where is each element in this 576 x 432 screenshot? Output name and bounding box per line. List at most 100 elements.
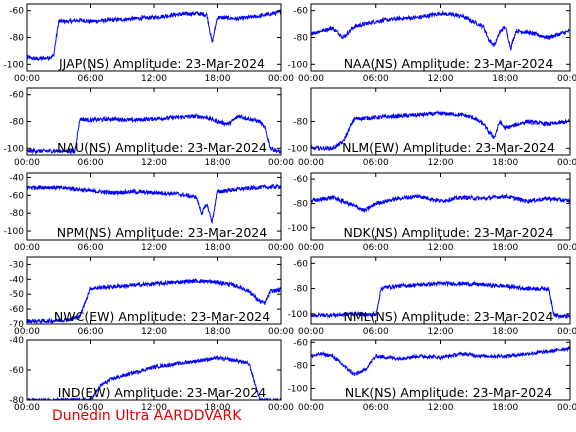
x-tick-label: 18:00	[492, 74, 518, 84]
x-tick-label: 00:00	[557, 74, 576, 84]
y-tick-label: -60	[9, 305, 24, 315]
x-tick-label: 00:00	[14, 327, 40, 337]
x-tick-label: 00:00	[557, 327, 576, 337]
y-tick-label: -80	[293, 199, 308, 209]
y-tick-label: -60	[9, 191, 24, 201]
footer-caption: Dunedin Ultra AARDDVARK	[52, 408, 242, 424]
x-tick-label: 06:00	[363, 243, 389, 253]
panel-title: NDK(NS) Amplitude: 23-Mar-2024	[344, 225, 554, 240]
y-tick-label: -60	[293, 7, 308, 17]
x-tick-label: 06:00	[78, 74, 104, 84]
x-tick-label: 12:00	[141, 243, 167, 253]
x-tick-label: 06:00	[78, 327, 104, 337]
panel-title: NLM(EW) Amplitude: 23-Mar-2024	[342, 140, 555, 155]
x-tick-label: 12:00	[141, 158, 167, 168]
y-tick-label: -80	[293, 361, 308, 371]
series-trace-7-0	[311, 280, 570, 320]
x-tick-label: 00:00	[557, 243, 576, 253]
x-tick-label: 00:00	[298, 403, 324, 413]
y-tick-label: -60	[293, 175, 308, 185]
panel-title: JJAP(NS) Amplitude: 23-Mar-2024	[58, 56, 265, 71]
x-tick-label: 00:00	[298, 327, 324, 337]
x-tick-label: 18:00	[492, 327, 518, 337]
y-tick-label: -40	[9, 275, 24, 285]
x-tick-label: 12:00	[428, 158, 454, 168]
x-tick-label: 06:00	[363, 403, 389, 413]
x-tick-label: 18:00	[205, 243, 231, 253]
y-tick-label: -80	[9, 209, 24, 219]
x-tick-label: 18:00	[492, 158, 518, 168]
panel-title: NWC(EW) Amplitude: 23-Mar-2024	[54, 309, 270, 324]
y-tick-label: -40	[9, 173, 24, 183]
panel-title: NAA(NS) Amplitude: 23-Mar-2024	[344, 56, 554, 71]
panel-title: NLK(NS) Amplitude: 23-Mar-2024	[345, 385, 552, 400]
x-tick-label: 06:00	[363, 74, 389, 84]
x-tick-label: 00:00	[298, 74, 324, 84]
y-tick-label: -80	[293, 34, 308, 44]
series-trace-8-0	[27, 355, 281, 400]
y-tick-label: -60	[9, 91, 24, 101]
x-tick-label: 00:00	[557, 403, 576, 413]
y-tick-label: -60	[293, 338, 308, 348]
x-tick-label: 12:00	[428, 403, 454, 413]
x-tick-label: 12:00	[428, 327, 454, 337]
x-tick-label: 00:00	[268, 243, 294, 253]
x-tick-label: 12:00	[428, 243, 454, 253]
series-trace-0-0	[27, 9, 281, 62]
x-tick-label: 12:00	[428, 74, 454, 84]
y-tick-label: -100	[4, 144, 25, 154]
x-tick-label: 18:00	[205, 403, 231, 413]
x-tick-label: 12:00	[141, 74, 167, 84]
x-tick-label: 00:00	[14, 158, 40, 168]
series-trace-9-0	[311, 345, 570, 377]
chart-panel-1: -60-80-10000:0006:0012:0018:0000:00NAA(N…	[288, 3, 576, 84]
x-tick-label: 18:00	[205, 74, 231, 84]
y-tick-label: -30	[9, 260, 24, 270]
x-tick-label: 06:00	[363, 327, 389, 337]
chart-panel-3: -80-10000:0006:0012:0018:0000:00NLM(EW) …	[288, 87, 576, 168]
chart-panel-9: -60 -80 -100 00:00 06:00 12:00 18:00 00:00 NLK(N…	[288, 338, 576, 413]
x-tick-label: 00:00	[268, 158, 294, 168]
x-tick-label: 18:00	[205, 327, 231, 337]
y-tick-label: -100	[288, 144, 309, 154]
x-tick-label: 00:00	[268, 403, 294, 413]
y-tick-label: -100	[4, 227, 25, 237]
x-tick-label: 18:00	[492, 243, 518, 253]
y-tick-label: -100	[288, 384, 309, 394]
x-tick-label: 00:00	[14, 403, 40, 413]
x-tick-label: 12:00	[141, 403, 167, 413]
y-tick-label: -70	[9, 320, 24, 330]
chart-panel-7: -60-80-10000:0006:0012:0018:0000:00NML(N…	[288, 256, 576, 337]
y-tick-label: -100	[4, 60, 25, 70]
panel-title: NAU(NS) Amplitude: 23-Mar-2024	[57, 140, 267, 155]
x-tick-label: 06:00	[363, 158, 389, 168]
x-tick-label: 18:00	[492, 403, 518, 413]
series-trace-6-0	[27, 278, 281, 324]
x-tick-label: 06:00	[78, 158, 104, 168]
x-tick-label: 00:00	[268, 74, 294, 84]
y-tick-label: -80	[293, 118, 308, 128]
y-tick-label: -100	[288, 60, 309, 70]
y-tick-label: -80	[9, 118, 24, 128]
x-tick-label: 00:00	[298, 243, 324, 253]
y-tick-label: -80	[9, 34, 24, 44]
y-tick-label: -100	[288, 310, 309, 320]
y-tick-label: -50	[9, 290, 24, 300]
y-tick-label: -60	[293, 259, 308, 269]
y-tick-label: -80	[293, 285, 308, 295]
series-trace-1-0	[311, 10, 570, 51]
x-tick-label: 00:00	[14, 74, 40, 84]
panel-title: IND(EW) Amplitude: 23-Mar-2024	[58, 385, 266, 400]
panel-title: NPM(NS) Amplitude: 23-Mar-2024	[57, 225, 267, 240]
x-tick-label: 06:00	[78, 243, 104, 253]
x-tick-label: 00:00	[557, 158, 576, 168]
y-tick-label: -80	[9, 396, 24, 406]
y-tick-label: -40	[9, 336, 24, 346]
series-trace-2-0	[27, 112, 281, 155]
